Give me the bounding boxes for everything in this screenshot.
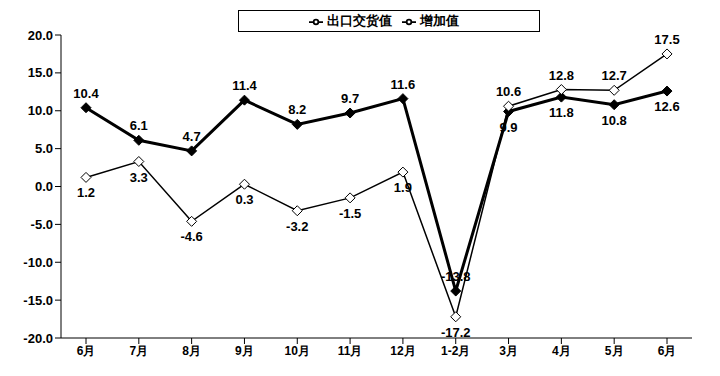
html-text:增加值: 增加值 [420,13,459,28]
svg-text:9.9: 9.9 [500,120,518,135]
svg-text:7月: 7月 [129,344,148,358]
svg-text:-10.0: -10.0 [23,255,53,270]
svg-text:10.0: 10.0 [28,103,53,118]
svg-text:10月: 10月 [285,344,310,358]
svg-text:6月: 6月 [658,344,677,358]
svg-text:-5.0: -5.0 [31,217,53,232]
svg-text:11月: 11月 [338,344,363,358]
svg-text:12.6: 12.6 [654,99,679,114]
svg-text:1-2月: 1-2月 [441,344,470,358]
svg-text:5.0: 5.0 [35,141,53,156]
svg-text:10.4: 10.4 [73,86,99,101]
svg-text:15.0: 15.0 [28,65,53,80]
svg-text:8.2: 8.2 [288,102,306,117]
svg-text:1.9: 1.9 [394,180,412,195]
svg-text:4.7: 4.7 [183,129,201,144]
svg-text:3月: 3月 [499,344,518,358]
svg-text:-3.2: -3.2 [286,219,308,234]
svg-text:11.6: 11.6 [391,77,416,92]
svg-text:11.4: 11.4 [232,78,257,93]
svg-text:20.0: 20.0 [28,28,53,43]
svg-text:12.7: 12.7 [602,68,627,83]
svg-text:8月: 8月 [182,344,201,358]
svg-text:1.2: 1.2 [77,185,95,200]
svg-text:10.6: 10.6 [496,84,521,99]
svg-text:-20.0: -20.0 [23,331,53,346]
svg-text:0.0: 0.0 [35,179,53,194]
svg-text:-17.2: -17.2 [441,325,471,340]
svg-text:12.8: 12.8 [549,68,574,83]
svg-text:6月: 6月 [77,344,96,358]
svg-text:9.7: 9.7 [341,91,359,106]
svg-text:-15.0: -15.0 [23,293,53,308]
html-text:出口交货值: 出口交货值 [327,13,392,28]
svg-text:-4.6: -4.6 [180,229,202,244]
svg-text:-1.5: -1.5 [339,206,361,221]
svg-text:4月: 4月 [552,344,571,358]
svg-text:-13.8: -13.8 [441,269,471,284]
svg-text:12月: 12月 [390,344,415,358]
svg-text:17.5: 17.5 [654,32,679,47]
svg-text:3.3: 3.3 [130,170,148,185]
svg-text:10.8: 10.8 [602,113,627,128]
svg-text:9月: 9月 [235,344,254,358]
svg-text:5月: 5月 [605,344,624,358]
svg-text:0.3: 0.3 [235,192,253,207]
svg-text:11.8: 11.8 [549,105,574,120]
svg-text:6.1: 6.1 [130,118,148,133]
